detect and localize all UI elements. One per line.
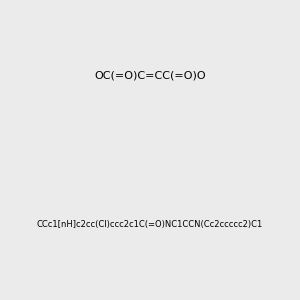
Text: CCc1[nH]c2cc(Cl)ccc2c1C(=O)NC1CCN(Cc2ccccc2)C1: CCc1[nH]c2cc(Cl)ccc2c1C(=O)NC1CCN(Cc2ccc… [37, 220, 263, 230]
Text: OC(=O)C=CC(=O)O: OC(=O)C=CC(=O)O [94, 70, 206, 80]
